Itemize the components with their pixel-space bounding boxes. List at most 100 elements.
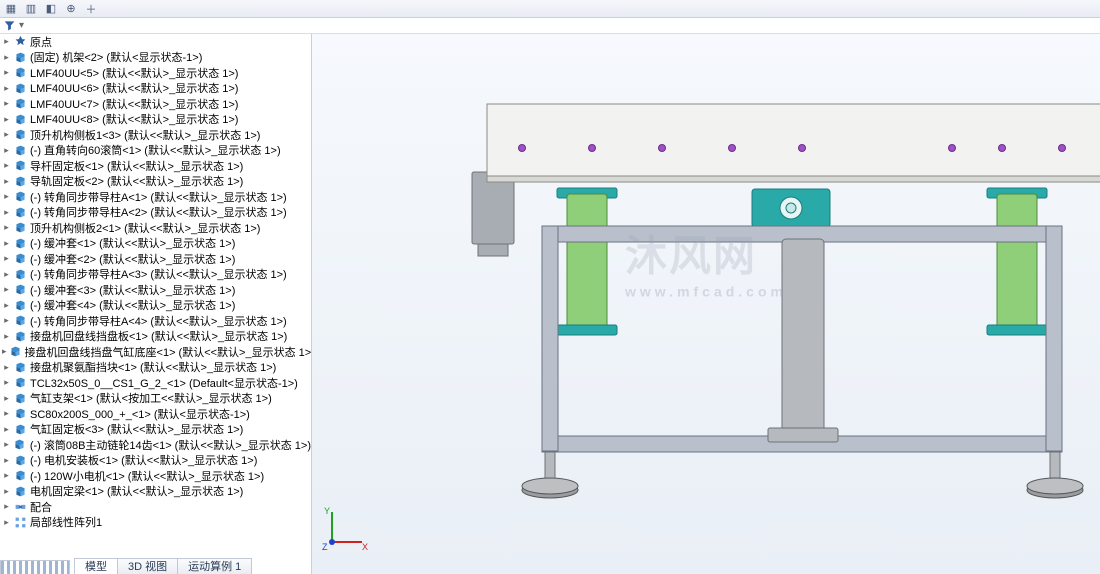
tree-node[interactable]: ▸接盘机回盘线挡盘板<1> (默认<<默认>_显示状态 1>): [0, 329, 311, 345]
part-icon: [13, 143, 27, 157]
bottom-tab[interactable]: 运动算例 1: [177, 558, 252, 574]
tree-node[interactable]: ▸SC80x200S_000_+_<1> (默认<显示状态-1>): [0, 406, 311, 422]
part-icon: [13, 407, 27, 421]
expand-caret-icon[interactable]: ▸: [2, 68, 11, 77]
expand-caret-icon[interactable]: ▸: [2, 270, 11, 279]
filter-dropdown-icon[interactable]: ▾: [19, 20, 24, 31]
tree-node[interactable]: ▸顶升机构侧板1<3> (默认<<默认>_显示状态 1>): [0, 127, 311, 143]
expand-caret-icon[interactable]: ▸: [2, 409, 11, 418]
tree-node-label: (-) 转角同步带导柱A<3> (默认<<默认>_显示状态 1>): [30, 266, 287, 282]
tree-node[interactable]: ▸导杆固定板<1> (默认<<默认>_显示状态 1>): [0, 158, 311, 174]
tree-node-label: 配合: [30, 499, 52, 515]
tree-node[interactable]: ▸(-) 120W小电机<1> (默认<<默认>_显示状态 1>): [0, 468, 311, 484]
part-icon: [13, 314, 27, 328]
part-icon: [13, 391, 27, 405]
tree-node[interactable]: ▸导轨固定板<2> (默认<<默认>_显示状态 1>): [0, 174, 311, 190]
expand-caret-icon[interactable]: ▸: [2, 394, 11, 403]
expand-caret-icon[interactable]: ▸: [2, 115, 11, 124]
tree-node[interactable]: ▸(-) 缓冲套<2> (默认<<默认>_显示状态 1>): [0, 251, 311, 267]
expand-caret-icon[interactable]: ▸: [2, 471, 11, 480]
pattern-icon: [13, 515, 27, 529]
part-icon: [13, 360, 27, 374]
tree-node[interactable]: ▸LMF40UU<8> (默认<<默认>_显示状态 1>): [0, 112, 311, 128]
tree-node[interactable]: ▸ (-) 缓冲套<1> (默认<<默认>_显示状态 1>): [0, 236, 311, 252]
bottom-tab[interactable]: 3D 视图: [117, 558, 178, 574]
part-icon: [13, 112, 27, 126]
tree-node[interactable]: ▸ 配合: [0, 499, 311, 515]
tree-node[interactable]: ▸(-) 直角转向60滚筒<1> (默认<<默认>_显示状态 1>): [0, 143, 311, 159]
tree-node[interactable]: ▸顶升机构侧板2<1> (默认<<默认>_显示状态 1>): [0, 220, 311, 236]
tree-node[interactable]: ▸ LMF40UU<5> (默认<<默认>_显示状态 1>): [0, 65, 311, 81]
tree-node[interactable]: ▸气缸固定板<3> (默认<<默认>_显示状态 1>): [0, 422, 311, 438]
part-icon: [13, 66, 27, 80]
expand-caret-icon[interactable]: ▸: [2, 53, 11, 62]
expand-caret-icon[interactable]: ▸: [2, 518, 11, 527]
tree-node[interactable]: ▸电机固定梁<1> (默认<<默认>_显示状态 1>): [0, 484, 311, 500]
tree-node-label: (-) 缓冲套<3> (默认<<默认>_显示状态 1>): [30, 282, 235, 298]
expand-caret-icon[interactable]: ▸: [2, 146, 11, 155]
toolbar-target-icon[interactable]: ⊕: [64, 2, 78, 16]
axis-triad-icon: X Y Z: [322, 506, 368, 552]
tree-node-label: (-) 缓冲套<4> (默认<<默认>_显示状态 1>): [30, 297, 235, 313]
expand-caret-icon[interactable]: ▸: [2, 208, 11, 217]
expand-caret-icon[interactable]: ▸: [2, 223, 11, 232]
toolbar-cube-icon[interactable]: ◧: [44, 2, 58, 16]
svg-text:Y: Y: [324, 506, 330, 516]
expand-caret-icon[interactable]: ▸: [2, 177, 11, 186]
tree-node[interactable]: ▸ LMF40UU<7> (默认<<默认>_显示状态 1>): [0, 96, 311, 112]
expand-caret-icon[interactable]: ▸: [2, 301, 11, 310]
tree-node[interactable]: ▸ (-) 转角同步带导柱A<3> (默认<<默认>_显示状态 1>): [0, 267, 311, 283]
tree-node[interactable]: ▸ (-) 缓冲套<4> (默认<<默认>_显示状态 1>): [0, 298, 311, 314]
svg-text:Z: Z: [322, 542, 328, 552]
tree-node[interactable]: ▸(-) 电机安装板<1> (默认<<默认>_显示状态 1>): [0, 453, 311, 469]
graphics-viewport[interactable]: 沐风网 www.mfcad.com X Y Z: [312, 34, 1100, 574]
tree-node-label: TCL32x50S_0__CS1_G_2_<1> (Default<显示状态-1…: [30, 375, 298, 391]
expand-caret-icon[interactable]: ▸: [2, 192, 11, 201]
tree-node[interactable]: ▸接盘机回盘线挡盘气缸底座<1> (默认<<默认>_显示状态 1>): [0, 344, 311, 360]
expand-caret-icon[interactable]: ▸: [2, 285, 11, 294]
expand-caret-icon[interactable]: ▸: [2, 347, 7, 356]
expand-caret-icon[interactable]: ▸: [2, 99, 11, 108]
part-icon: [13, 376, 27, 390]
tree-node[interactable]: ▸局部线性阵列1: [0, 515, 311, 531]
tree-node-label: 接盘机聚氨酯挡块<1> (默认<<默认>_显示状态 1>): [30, 359, 276, 375]
expand-caret-icon[interactable]: ▸: [2, 487, 11, 496]
expand-caret-icon[interactable]: ▸: [2, 440, 11, 449]
tree-node[interactable]: ▸ TCL32x50S_0__CS1_G_2_<1> (Default<显示状态-…: [0, 375, 311, 391]
expand-caret-icon[interactable]: ▸: [2, 254, 11, 263]
toolbar-add-icon[interactable]: ＋: [84, 2, 98, 16]
expand-caret-icon[interactable]: ▸: [2, 332, 11, 341]
tree-node-label: LMF40UU<7> (默认<<默认>_显示状态 1>): [30, 96, 238, 112]
tree-node[interactable]: ▸原点: [0, 34, 311, 50]
expand-caret-icon[interactable]: ▸: [2, 239, 11, 248]
tree-node[interactable]: ▸(-) 转角同步带导柱A<2> (默认<<默认>_显示状态 1>): [0, 205, 311, 221]
expand-caret-icon[interactable]: ▸: [2, 456, 11, 465]
part-icon: [13, 128, 27, 142]
tree-node[interactable]: ▸气缸支架<1> (默认<按加工<<默认>_显示状态 1>): [0, 391, 311, 407]
expand-caret-icon[interactable]: ▸: [2, 161, 11, 170]
tree-node-label: (-) 缓冲套<1> (默认<<默认>_显示状态 1>): [30, 235, 235, 251]
part-icon: [13, 283, 27, 297]
expand-caret-icon[interactable]: ▸: [2, 363, 11, 372]
expand-caret-icon[interactable]: ▸: [2, 502, 11, 511]
expand-caret-icon[interactable]: ▸: [2, 130, 11, 139]
tree-node[interactable]: ▸(-) 转角同步带导柱A<1> (默认<<默认>_显示状态 1>): [0, 189, 311, 205]
feature-tree-panel[interactable]: ▸原点▸(固定) 机架<2> (默认<显示状态-1>)▸LMF40UU<5> (…: [0, 34, 312, 574]
expand-caret-icon[interactable]: ▸: [2, 37, 11, 46]
tree-node[interactable]: ▸LMF40UU<6> (默认<<默认>_显示状态 1>): [0, 81, 311, 97]
tree-node[interactable]: ▸(-) 转角同步带导柱A<4> (默认<<默认>_显示状态 1>): [0, 313, 311, 329]
tree-node[interactable]: ▸(固定) 机架<2> (默认<显示状态-1>): [0, 50, 311, 66]
expand-caret-icon[interactable]: ▸: [2, 84, 11, 93]
toolbar-list-icon[interactable]: ▦: [4, 2, 18, 16]
funnel-icon[interactable]: [4, 20, 15, 31]
toolbar-grid-icon[interactable]: ▥: [24, 2, 38, 16]
tree-node-label: LMF40UU<5> (默认<<默认>_显示状态 1>): [30, 65, 238, 81]
tree-node[interactable]: ▸ 接盘机聚氨酯挡块<1> (默认<<默认>_显示状态 1>): [0, 360, 311, 376]
expand-caret-icon[interactable]: ▸: [2, 316, 11, 325]
bottom-tab-bar: 模型3D 视图运动算例 1: [0, 555, 251, 574]
tree-node[interactable]: ▸ (-) 缓冲套<3> (默认<<默认>_显示状态 1>): [0, 282, 311, 298]
expand-caret-icon[interactable]: ▸: [2, 425, 11, 434]
tree-node[interactable]: ▸(-) 滚筒08B主动链轮14齿<1> (默认<<默认>_显示状态 1>): [0, 437, 311, 453]
bottom-tab[interactable]: 模型: [74, 558, 118, 574]
expand-caret-icon[interactable]: ▸: [2, 378, 11, 387]
